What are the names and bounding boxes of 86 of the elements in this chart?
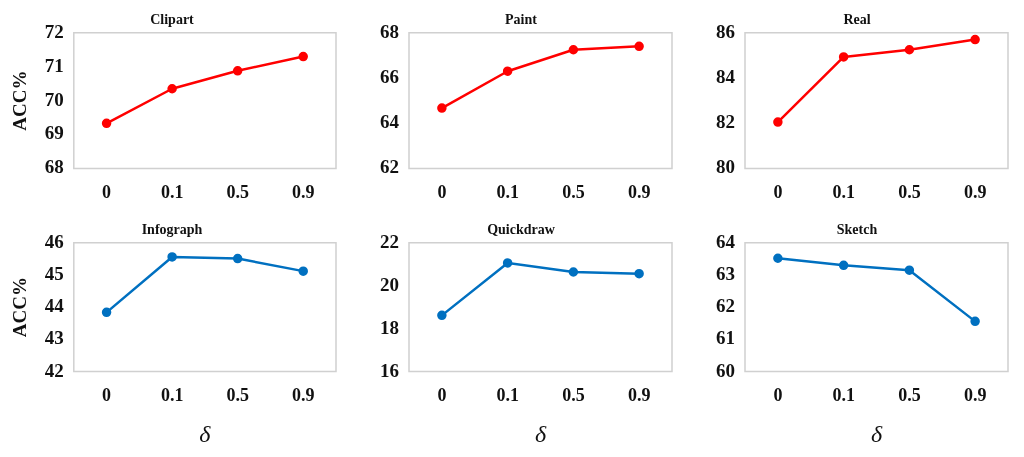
y-tick-label: 68: [380, 20, 399, 42]
y-tick-label: 45: [44, 262, 64, 284]
x-tick-label: 0: [773, 181, 783, 202]
x-tick-label: 0.9: [963, 385, 987, 406]
point: [773, 117, 783, 127]
chart-title: Real: [843, 12, 871, 28]
y-tick-label: 22: [380, 230, 399, 252]
x-tick-label: 0.5: [898, 385, 921, 406]
chart-title: Paint: [505, 12, 538, 28]
y-axis-title: ACC%: [9, 70, 31, 131]
y-tick-label: 64: [716, 230, 736, 252]
y-tick-label: 42: [44, 359, 64, 381]
y-tick-label: 20: [380, 273, 399, 295]
chart-title: Infograph: [141, 222, 203, 238]
point: [838, 52, 849, 62]
chart-title: Sketch: [836, 222, 878, 238]
point: [970, 316, 980, 327]
x-tick-label: 0.1: [160, 385, 184, 406]
point: [167, 83, 177, 94]
x-tick-label: 0: [102, 181, 112, 202]
y-tick-label: 16: [380, 359, 399, 381]
x-tick-label: 0.5: [226, 181, 249, 202]
point: [298, 266, 308, 276]
point: [568, 267, 579, 277]
y-tick-label: 63: [716, 262, 735, 284]
point: [838, 260, 849, 271]
x-tick-label: 0: [102, 385, 112, 406]
x-tick-label: 0.9: [291, 181, 315, 202]
x-tick-label: 0.9: [291, 385, 315, 406]
point: [904, 265, 915, 275]
y-tick-label: 44: [44, 295, 65, 317]
point: [970, 34, 980, 45]
point: [101, 118, 112, 129]
point: [167, 252, 177, 262]
x-axis-title: δ: [534, 420, 547, 447]
x-tick-label: 0.5: [562, 385, 585, 406]
x-tick-label: 0.1: [496, 181, 519, 202]
y-tick-label: 80: [716, 156, 735, 178]
y-tick-label: 66: [380, 65, 399, 87]
x-tick-label: 0: [437, 181, 447, 202]
x-tick-label: 0: [437, 385, 447, 406]
point: [298, 51, 308, 62]
point: [634, 268, 644, 279]
y-axis-title: ACC%: [9, 277, 31, 338]
chart-title: Quickdraw: [487, 222, 556, 238]
point: [634, 41, 644, 52]
x-tick-label: 0.5: [898, 181, 921, 202]
x-tick-label: 0: [773, 385, 783, 406]
point: [568, 45, 579, 55]
y-tick-label: 86: [716, 20, 735, 42]
y-tick-label: 70: [44, 88, 64, 110]
point: [773, 253, 783, 264]
x-axis-title: δ: [870, 420, 883, 447]
x-tick-label: 0.1: [160, 181, 184, 202]
y-tick-label: 68: [44, 156, 64, 178]
y-tick-label: 84: [716, 65, 736, 87]
x-tick-label: 0.9: [627, 385, 651, 406]
point: [502, 66, 513, 76]
y-tick-label: 61: [716, 327, 735, 349]
x-tick-label: 0.9: [963, 181, 987, 202]
y-tick-label: 69: [44, 122, 64, 144]
y-tick-label: 62: [716, 295, 735, 317]
point: [502, 258, 513, 268]
chart-title: Clipart: [150, 12, 195, 28]
x-tick-label: 0.1: [496, 385, 519, 406]
x-tick-label: 0.1: [832, 181, 855, 202]
x-tick-label: 0.5: [226, 385, 249, 406]
point: [101, 307, 112, 318]
y-tick-label: 82: [716, 111, 735, 133]
y-tick-label: 64: [380, 111, 400, 133]
point: [232, 66, 243, 76]
point: [904, 45, 915, 55]
y-tick-label: 46: [44, 230, 64, 252]
y-tick-label: 18: [380, 316, 399, 338]
y-tick-label: 60: [716, 359, 735, 381]
x-tick-label: 0.5: [562, 181, 585, 202]
y-tick-label: 71: [44, 54, 64, 76]
y-tick-label: 43: [44, 327, 64, 349]
point: [437, 310, 447, 321]
x-tick-label: 0.1: [832, 385, 855, 406]
x-tick-label: 0.9: [627, 181, 651, 202]
point: [437, 103, 447, 113]
point: [232, 253, 243, 264]
x-axis-title: δ: [199, 420, 212, 447]
y-tick-label: 62: [380, 156, 399, 178]
y-tick-label: 72: [44, 20, 64, 42]
